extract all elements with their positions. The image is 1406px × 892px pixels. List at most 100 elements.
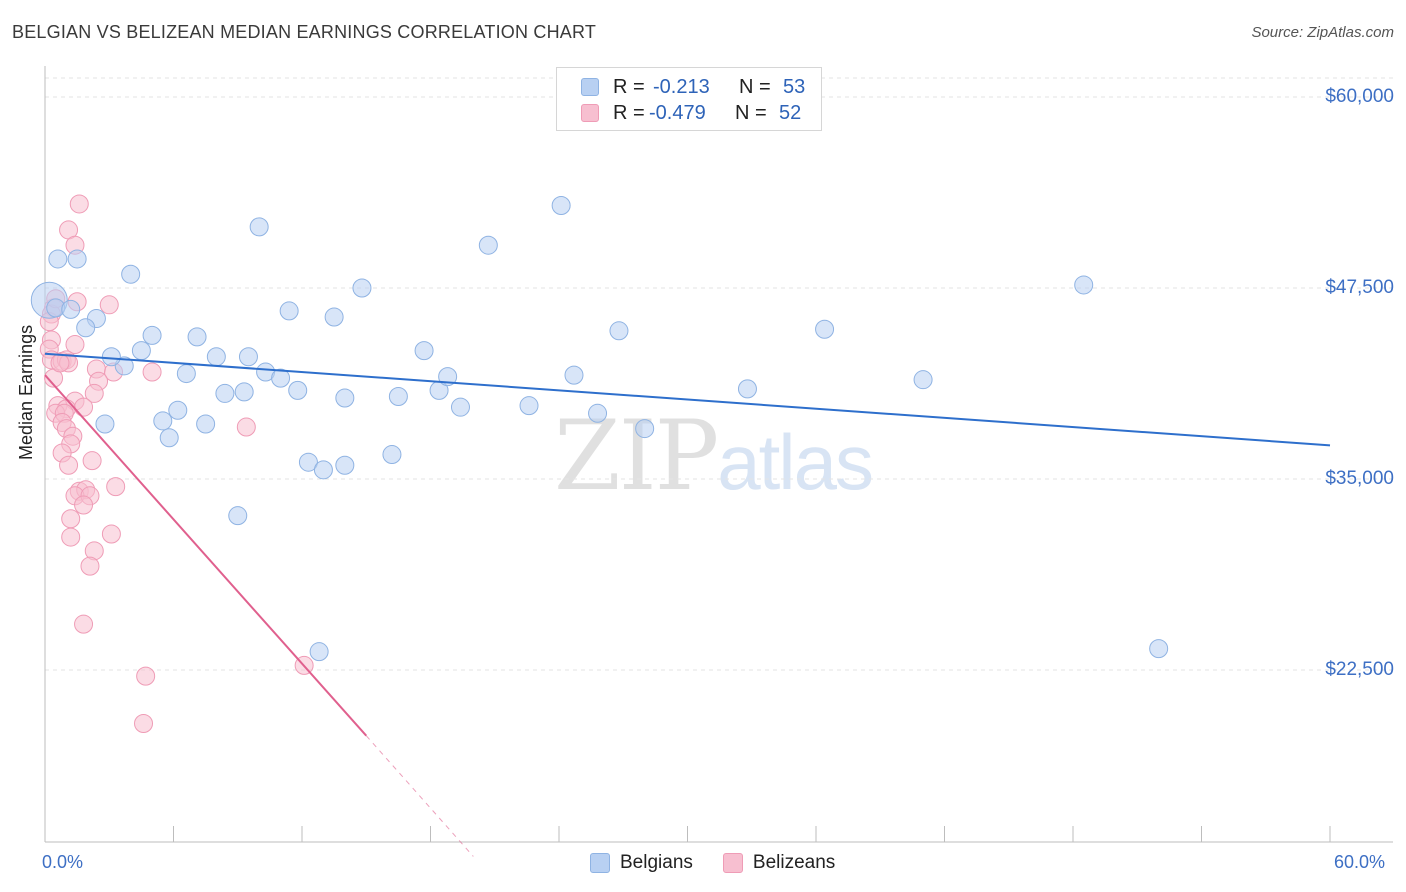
belgian-point — [168, 400, 188, 420]
belgian-point — [131, 341, 151, 361]
belgian-point — [414, 341, 434, 361]
belgian-point — [114, 356, 134, 376]
belgian-point — [176, 364, 196, 384]
belgian-point — [450, 397, 470, 417]
belgian-point — [271, 368, 291, 388]
belizean-point — [82, 451, 102, 471]
belgian-point — [228, 506, 248, 526]
r-value: -0.479 — [649, 101, 706, 124]
source-credit: Source: ZipAtlas.com — [1251, 24, 1394, 41]
belgians-swatch — [581, 78, 599, 96]
belgian-point — [815, 319, 835, 339]
belizeans-swatch — [581, 104, 599, 122]
belizean-point — [61, 509, 81, 529]
belgian-point — [238, 347, 258, 367]
belgian-point — [298, 452, 318, 472]
belgian-point — [1149, 639, 1169, 659]
belizean-point — [74, 397, 94, 417]
belgians-label: Belgians — [620, 852, 693, 873]
belizeans-label: Belizeans — [752, 852, 836, 873]
belizean-point — [136, 666, 156, 686]
belizean-point — [101, 524, 121, 544]
belgian-point — [196, 414, 216, 434]
belgian-point — [279, 301, 299, 321]
legend-item-belgians[interactable]: Belgians — [590, 852, 693, 874]
belgian-point — [609, 321, 629, 341]
belgian-point — [382, 445, 402, 465]
r-value: -0.213 — [653, 75, 710, 98]
belgian-point — [1074, 275, 1094, 295]
n-label: N = — [735, 101, 767, 124]
belgian-point — [95, 414, 115, 434]
belgian-point — [48, 249, 68, 269]
watermark: ZIPatlas — [554, 400, 874, 512]
belgian-point — [288, 380, 308, 400]
belgian-point — [588, 403, 608, 423]
belizean-point — [59, 455, 79, 475]
belgian-point — [76, 318, 96, 338]
belgian-point — [635, 419, 655, 439]
belizean-point — [74, 614, 94, 634]
r-label: R = — [613, 101, 645, 124]
belizean-point — [84, 383, 104, 403]
y-tick-22500: $22,500 — [1325, 659, 1394, 680]
watermark-zip: ZIP — [554, 400, 719, 512]
belgian-point — [564, 365, 584, 385]
legend-item-belizeans[interactable]: Belizeans — [722, 852, 836, 874]
belgian-point — [187, 327, 207, 347]
belizean-point — [99, 295, 119, 315]
belgian-point — [249, 217, 269, 237]
belizeans-swatch — [722, 853, 743, 873]
belgian-point — [234, 382, 254, 402]
watermark-atlas: atlas — [717, 418, 874, 506]
belizean-point — [106, 477, 126, 497]
legend-row-belizeans: R = -0.479 N = 52 — [581, 101, 801, 125]
belgian-point — [519, 396, 539, 416]
belgian-point — [153, 411, 173, 431]
x-min-label: 0.0% — [42, 852, 84, 872]
belizean-point — [50, 353, 70, 373]
belgian-point — [388, 386, 408, 406]
belizean-point — [142, 362, 162, 382]
belgian-point — [101, 347, 121, 367]
belgian-point — [551, 195, 571, 215]
belgian-point — [206, 347, 226, 367]
belgian-point — [159, 428, 179, 448]
belgian-point — [478, 235, 498, 255]
belizean-point — [61, 527, 81, 547]
belizeans-trend-line — [44, 374, 367, 737]
n-label: N = — [739, 75, 771, 98]
belgian-point — [324, 307, 344, 327]
belgian-point — [309, 642, 329, 662]
series-legend: Belgians Belizeans — [590, 852, 865, 874]
r-label: R = — [613, 75, 645, 98]
y-tick-60000: $60,000 — [1325, 86, 1394, 107]
belgian-point — [737, 379, 757, 399]
stats-legend: R = -0.213 N = 53 R = -0.479 N = 52 — [556, 67, 822, 131]
belgian-point — [335, 388, 355, 408]
belizean-point — [134, 713, 154, 733]
belgian-point — [142, 325, 162, 345]
y-tick-47500: $47,500 — [1325, 277, 1394, 298]
belgian-point — [121, 264, 141, 284]
belizean-point — [69, 194, 89, 214]
belgians-swatch — [590, 853, 610, 873]
belizean-point — [80, 556, 100, 576]
x-max-label: 60.0% — [1334, 852, 1386, 872]
belgians-trend-line — [44, 352, 1331, 447]
belizeans-trend-extension — [365, 735, 474, 857]
chart-title: BELGIAN VS BELIZEAN MEDIAN EARNINGS CORR… — [12, 22, 597, 42]
belizean-point — [74, 495, 94, 515]
belizean-point — [236, 417, 256, 437]
belgian-point — [913, 370, 933, 390]
belgian-point — [61, 299, 81, 319]
belizean-point — [65, 335, 85, 355]
belgian-point — [215, 383, 235, 403]
legend-row-belgians: R = -0.213 N = 53 — [581, 75, 805, 99]
n-value: 52 — [779, 101, 802, 124]
belgian-point — [335, 455, 355, 475]
belgian-point — [67, 249, 87, 269]
y-axis-label: Median Earnings — [16, 324, 36, 460]
belgian-point — [313, 460, 333, 480]
